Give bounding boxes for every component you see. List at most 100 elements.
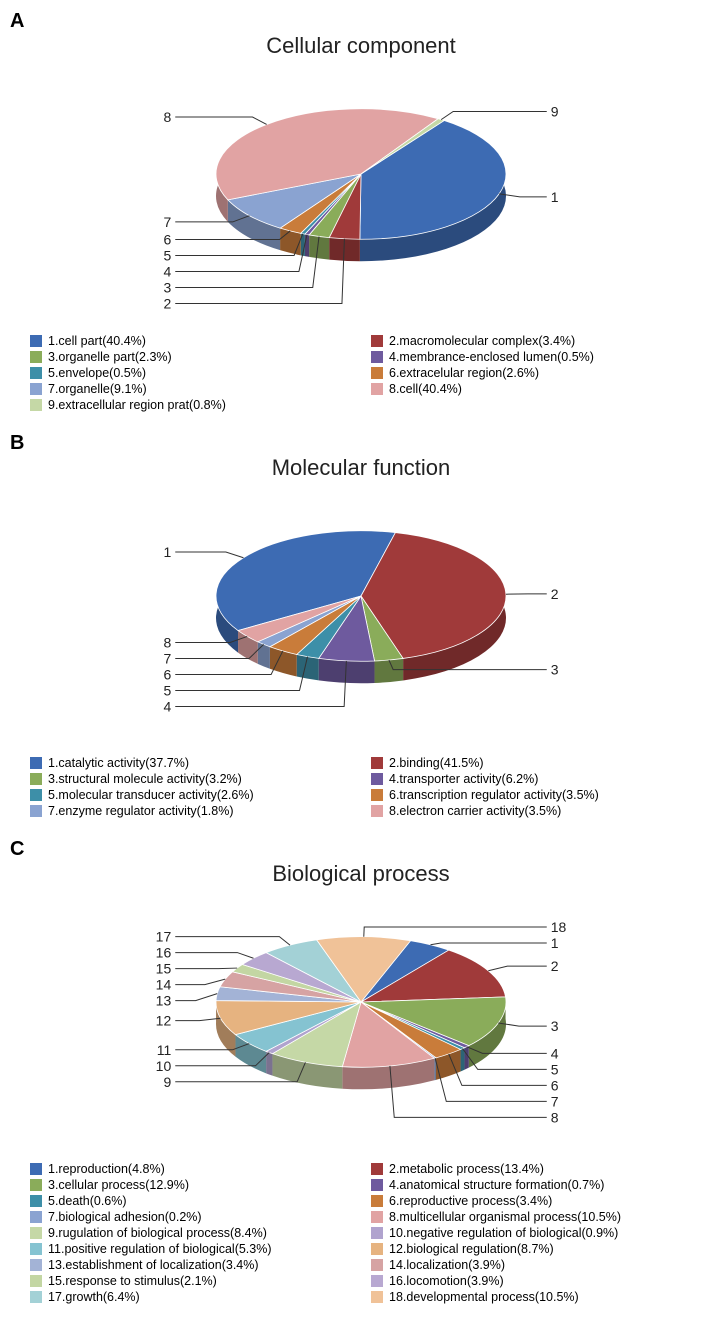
legend-swatch-3 (30, 1179, 42, 1191)
legend-item-1: 1.reproduction(4.8%) (30, 1162, 351, 1176)
legend-item-14: 14.localization(3.9%) (371, 1258, 692, 1272)
legend-A: 1.cell part(40.4%) 2.macromolecular comp… (10, 334, 712, 412)
legend-swatch-4 (371, 351, 383, 363)
callout-label-4: 4 (551, 1045, 559, 1061)
callout-line-15 (175, 968, 237, 969)
legend-text-11: 11.positive regulation of biological(5.3… (48, 1242, 272, 1256)
callout-label-4: 4 (163, 699, 171, 715)
chart-title-B: Molecular function (10, 455, 712, 481)
legend-text-18: 18.developmental process(10.5%) (389, 1290, 579, 1304)
callout-label-18: 18 (551, 919, 567, 935)
legend-text-3: 3.cellular process(12.9%) (48, 1178, 189, 1192)
legend-swatch-5 (30, 367, 42, 379)
legend-item-5: 5.molecular transducer activity(2.6%) (30, 788, 351, 802)
pie-chart-A: 918765432 (81, 64, 641, 324)
legend-item-2: 2.macromolecular complex(3.4%) (371, 334, 692, 348)
legend-swatch-1 (30, 757, 42, 769)
legend-item-5: 5.envelope(0.5%) (30, 366, 351, 380)
callout-label-3: 3 (163, 279, 171, 295)
legend-swatch-5 (30, 789, 42, 801)
legend-swatch-5 (30, 1195, 42, 1207)
legend-text-4: 4.transporter activity(6.2%) (389, 772, 538, 786)
legend-text-7: 7.organelle(9.1%) (48, 382, 147, 396)
callout-label-16: 16 (156, 945, 172, 961)
legend-swatch-17 (30, 1291, 42, 1303)
legend-text-7: 7.enzyme regulator activity(1.8%) (48, 804, 234, 818)
legend-swatch-3 (30, 773, 42, 785)
callout-label-14: 14 (156, 977, 172, 993)
legend-swatch-15 (30, 1275, 42, 1287)
legend-swatch-6 (371, 789, 383, 801)
pie-side-5 (461, 1048, 465, 1072)
legend-item-9: 9.rugulation of biological process(8.4%) (30, 1226, 351, 1240)
callout-line-9 (441, 111, 547, 119)
legend-item-12: 12.biological regulation(8.7%) (371, 1242, 692, 1256)
legend-text-5: 5.molecular transducer activity(2.6%) (48, 788, 254, 802)
legend-swatch-16 (371, 1275, 383, 1287)
callout-label-8: 8 (163, 635, 171, 651)
legend-item-4: 4.membrance-enclosed lumen(0.5%) (371, 350, 692, 364)
panel-A: A Cellular component 918765432 1.cell pa… (10, 10, 712, 412)
callout-label-9: 9 (163, 1074, 171, 1090)
legend-item-2: 2.binding(41.5%) (371, 756, 692, 770)
callout-label-15: 15 (156, 961, 172, 977)
legend-item-18: 18.developmental process(10.5%) (371, 1290, 692, 1304)
legend-item-2: 2.metabolic process(13.4%) (371, 1162, 692, 1176)
callout-label-1: 1 (551, 935, 559, 951)
callout-label-9: 9 (551, 103, 559, 119)
legend-text-8: 8.multicellular organismal process(10.5%… (389, 1210, 621, 1224)
legend-item-4: 4.transporter activity(6.2%) (371, 772, 692, 786)
callout-line-1 (175, 552, 243, 558)
pie-chart-C: 181234567817161514131211109 (81, 892, 641, 1152)
legend-item-4: 4.anatomical structure formation(0.7%) (371, 1178, 692, 1192)
callout-label-6: 6 (163, 667, 171, 683)
legend-swatch-8 (371, 383, 383, 395)
panel-C: C Biological process 1812345678171615141… (10, 838, 712, 1304)
callout-label-2: 2 (163, 295, 171, 311)
legend-swatch-6 (371, 367, 383, 379)
legend-text-7: 7.biological adhesion(0.2%) (48, 1210, 202, 1224)
legend-swatch-6 (371, 1195, 383, 1207)
legend-swatch-9 (30, 1227, 42, 1239)
legend-swatch-12 (371, 1243, 383, 1255)
legend-item-10: 10.negative regulation of biological(0.9… (371, 1226, 692, 1240)
callout-label-7: 7 (163, 214, 171, 230)
legend-swatch-2 (371, 1163, 383, 1175)
legend-swatch-7 (30, 805, 42, 817)
callout-label-3: 3 (551, 1018, 559, 1034)
legend-text-4: 4.anatomical structure formation(0.7%) (389, 1178, 604, 1192)
pie-chart-B: 23187654 (81, 486, 641, 746)
legend-text-1: 1.reproduction(4.8%) (48, 1162, 165, 1176)
legend-item-6: 6.extracelular region(2.6%) (371, 366, 692, 380)
callout-label-2: 2 (551, 586, 559, 602)
callout-label-7: 7 (163, 651, 171, 667)
legend-text-15: 15.response to stimulus(2.1%) (48, 1274, 217, 1288)
panel-B: B Molecular function 23187654 1.catalyti… (10, 432, 712, 818)
panel-letter-B: B (10, 432, 40, 455)
callout-line-12 (175, 1018, 220, 1020)
legend-swatch-4 (371, 773, 383, 785)
legend-text-8: 8.cell(40.4%) (389, 382, 462, 396)
callout-label-1: 1 (551, 189, 559, 205)
legend-item-16: 16.locomotion(3.9%) (371, 1274, 692, 1288)
callout-line-17 (175, 937, 290, 946)
legend-text-13: 13.establishment of localization(3.4%) (48, 1258, 259, 1272)
legend-text-10: 10.negative regulation of biological(0.9… (389, 1226, 618, 1240)
legend-text-16: 16.locomotion(3.9%) (389, 1274, 504, 1288)
legend-item-17: 17.growth(6.4%) (30, 1290, 351, 1304)
panel-letter-A: A (10, 10, 40, 33)
legend-item-3: 3.organelle part(2.3%) (30, 350, 351, 364)
legend-text-2: 2.macromolecular complex(3.4%) (389, 334, 575, 348)
legend-item-1: 1.cell part(40.4%) (30, 334, 351, 348)
callout-label-5: 5 (163, 247, 171, 263)
legend-text-2: 2.binding(41.5%) (389, 756, 484, 770)
legend-swatch-3 (30, 351, 42, 363)
legend-text-3: 3.structural molecule activity(3.2%) (48, 772, 242, 786)
callout-label-13: 13 (156, 993, 172, 1009)
legend-swatch-7 (30, 1211, 42, 1223)
callout-label-2: 2 (551, 958, 559, 974)
legend-text-12: 12.biological regulation(8.7%) (389, 1242, 554, 1256)
legend-text-3: 3.organelle part(2.3%) (48, 350, 172, 364)
legend-item-8: 8.electron carrier activity(3.5%) (371, 804, 692, 818)
callout-label-6: 6 (551, 1077, 559, 1093)
